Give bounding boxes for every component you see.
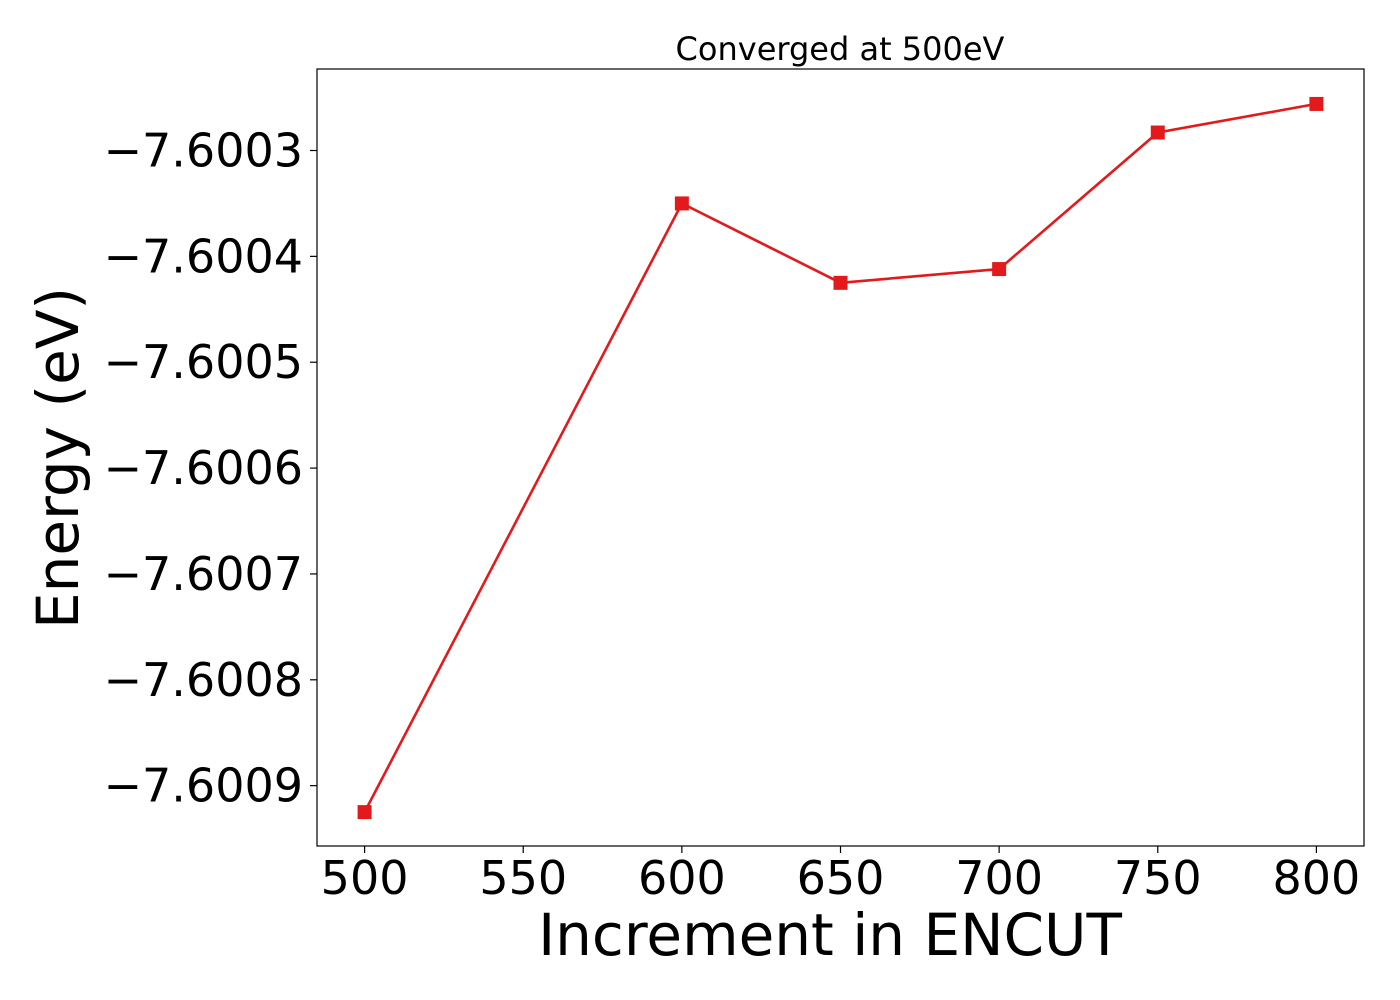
x-tick-label: 750: [1114, 851, 1202, 905]
x-tick-label: 800: [1273, 851, 1361, 905]
data-point-marker: [357, 805, 372, 820]
x-tick-label: 700: [955, 851, 1043, 905]
x-axis-label: Increment in ENCUT: [538, 901, 1122, 969]
x-tick-label: 500: [321, 851, 409, 905]
y-tick-label: −7.6007: [104, 547, 304, 601]
x-tick-label: 650: [797, 851, 885, 905]
y-tick-label: −7.6005: [104, 335, 304, 389]
y-axis-label: Energy (eV): [24, 287, 92, 629]
y-tick-label: −7.6006: [104, 441, 304, 495]
y-axis-ticks: −7.6003 −7.6004 −7.6005 −7.6006 −7.6007 −7.60…: [104, 124, 317, 813]
chart-title: Converged at 500eV: [676, 30, 1005, 68]
data-point-marker: [674, 196, 689, 211]
series-layer: [357, 96, 1324, 820]
y-tick-label: −7.6008: [104, 653, 304, 707]
data-point-marker: [1309, 96, 1324, 111]
data-point-marker: [992, 262, 1007, 277]
y-tick-label: −7.6009: [104, 759, 304, 813]
data-point-marker: [833, 275, 848, 290]
x-tick-label: 550: [479, 851, 567, 905]
plot-frame: [316, 68, 1365, 847]
x-tick-label: 600: [638, 851, 726, 905]
y-tick-label: −7.6003: [104, 124, 304, 178]
x-axis-ticks: 500 550 600 650 700 750 800: [321, 846, 1361, 905]
data-point-marker: [1150, 125, 1165, 140]
y-tick-label: −7.6004: [104, 229, 304, 283]
series-line: [363, 102, 1317, 813]
